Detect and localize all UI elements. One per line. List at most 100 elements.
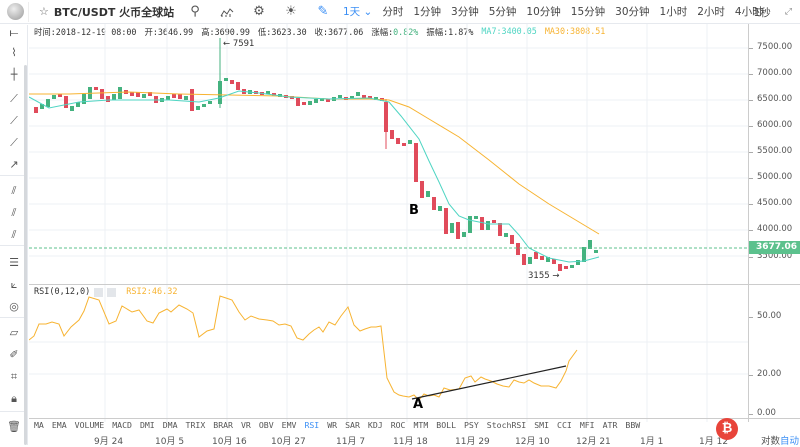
log-scale-toggle[interactable]: 对数 [761, 436, 781, 447]
ind-boll[interactable]: BOLL [436, 420, 456, 430]
ruler-icon[interactable]: ▱ [9, 326, 19, 339]
trend-line-icon[interactable]: ⟋ [10, 92, 18, 105]
period-timeline[interactable]: 分时 [382, 6, 404, 18]
draw-pencil-icon[interactable]: ✎ [317, 4, 329, 19]
x-tick: 10月 27 [271, 437, 306, 447]
ind-sar[interactable]: SAR [345, 420, 360, 430]
ind-psy[interactable]: PSY [464, 420, 479, 430]
ind-cci[interactable]: CCI [557, 420, 572, 430]
high-price-marker: ← 7591 [223, 39, 255, 49]
ray-line-icon[interactable]: ⟋ [10, 114, 18, 127]
arrow-line-icon[interactable]: ↗ [9, 158, 19, 171]
ind-smi[interactable]: SMI [534, 420, 550, 430]
ohlc-infobar: 时间:2018-12-19 08:00 开:3646.99 高:3690.99 … [34, 26, 605, 38]
ind-mfi[interactable]: MFI [579, 420, 595, 430]
x-tick: 10月 5 [155, 437, 185, 447]
toolbar-scrollbar[interactable] [24, 65, 27, 445]
period-3m[interactable]: 3分钟 [451, 6, 479, 18]
ind-dma[interactable]: DMA [162, 420, 178, 430]
favorite-star-icon[interactable]: ☆ [39, 5, 49, 18]
price-label-icon[interactable]: ⌇ [11, 46, 17, 59]
rsi-settings-icon[interactable] [94, 287, 104, 297]
x-tick: 12月 10 [515, 437, 550, 447]
annotation-a: A [413, 397, 424, 412]
ind-volume[interactable]: VOLUME [74, 420, 105, 430]
period-1h[interactable]: 1小时 [659, 6, 688, 18]
price-channel-icon[interactable]: ⫽ [11, 206, 17, 219]
ind-brar[interactable]: BRAR [213, 420, 233, 430]
period-4h[interactable]: 4小时 [734, 6, 763, 18]
auto-scale-toggle[interactable]: 自动 [780, 436, 800, 447]
info-ma30: MA30:3808.51 [544, 26, 606, 36]
ind-mtm[interactable]: MTM [413, 420, 429, 430]
spiral-icon[interactable]: ◎ [9, 300, 19, 313]
period-2h[interactable]: 2小时 [697, 6, 725, 18]
info-high: 高:3690.99 [201, 27, 250, 37]
brush-icon[interactable]: ✐ [9, 348, 19, 361]
period-1d[interactable]: 1天 ⌄ [343, 6, 373, 18]
ind-roc[interactable]: ROC [390, 420, 406, 430]
fib-retracement-icon[interactable]: ☰ [9, 256, 19, 269]
x-tick: 1月 12 [699, 437, 729, 447]
bitcoin-watermark-icon: ₿ [716, 418, 738, 440]
ind-macd[interactable]: MACD [112, 420, 132, 430]
ind-stochrsi[interactable]: StochRSI [486, 420, 527, 430]
fullscreen-icon[interactable]: ⤢ [784, 7, 792, 17]
app-logo [3, 1, 29, 22]
ind-ema[interactable]: EMA [51, 420, 67, 430]
ind-obv[interactable]: OBV [258, 420, 274, 430]
drawing-toolbar: ⟝ ⌇ ┼ ⟋ ⟋ ⟋ ↗ ⫽ ⫽ ⫽ ☰ ⟀ ◎ ▱ ✐ ⌗ 🔒︎ 🗑︎ [0, 25, 28, 445]
info-change: 涨幅:0.82% [371, 27, 419, 37]
period-10m[interactable]: 10分钟 [526, 6, 561, 18]
parallel-channel-icon[interactable]: ⫽ [11, 184, 17, 197]
period-5m[interactable]: 5分钟 [488, 6, 517, 18]
ind-dmi[interactable]: DMI [139, 420, 155, 430]
x-tick: 11月 7 [336, 437, 366, 447]
settings-gear-icon[interactable]: ⚙ [253, 4, 265, 19]
horizontal-line-icon[interactable]: ⟝ [9, 26, 19, 39]
refresh-interval[interactable]: 1秒 [753, 6, 771, 19]
x-tick: 9月 24 [94, 437, 124, 447]
fan-channel-icon[interactable]: ⫽ [11, 228, 17, 241]
ind-atr[interactable]: ATR [602, 420, 618, 430]
search-icon[interactable]: ⚲ [190, 4, 200, 19]
top-toolbar: ☆ BTC/USDT 火币全球站 ⚲ ⚙ ☀ ✎ 1天 ⌄ 分时 1分钟 3分钟… [0, 0, 800, 24]
info-close: 收:3677.06 [314, 27, 364, 37]
symbol-selector[interactable]: ☆ BTC/USDT 火币全球站 [39, 5, 175, 19]
x-tick: 10月 16 [212, 437, 247, 447]
indicator-bar: MA EMA VOLUME MACD DMI DMA TRIX BRAR VR … [34, 420, 640, 430]
rsi-close-icon[interactable] [107, 287, 117, 297]
extended-line-icon[interactable]: ⟋ [10, 136, 18, 149]
info-ma7: MA7:3400.05 [481, 26, 537, 36]
info-amplitude: 振幅:1.87% [426, 27, 474, 37]
candlestick-chart[interactable] [29, 24, 748, 422]
ind-vr[interactable]: VR [240, 420, 251, 430]
gann-fan-icon[interactable]: ⟀ [10, 278, 18, 291]
low-price-marker: 3155 → [528, 271, 560, 281]
pattern-icon[interactable]: ⌗ [10, 370, 18, 383]
theme-sun-icon[interactable]: ☀ [285, 4, 297, 19]
period-tabs: 1天 ⌄ 分时 1分钟 3分钟 5分钟 10分钟 15分钟 30分钟 1小时 2… [343, 0, 773, 24]
ind-rsi[interactable]: RSI [304, 420, 320, 430]
ind-wr[interactable]: WR [327, 420, 338, 430]
ind-emv[interactable]: EMV [281, 420, 297, 430]
ind-ma[interactable]: MA [34, 420, 44, 430]
vertical-line-icon[interactable]: ┼ [10, 68, 18, 81]
rsi-legend: RSI(0,12,0) RSI2:46.32 [34, 287, 178, 297]
price-axis[interactable]: 7500.00 7000.00 6500.00 6000.00 5500.00 … [748, 24, 800, 422]
period-30m[interactable]: 30分钟 [615, 6, 650, 18]
lock-icon[interactable]: 🔒︎ [11, 392, 17, 405]
indicator-icon[interactable] [211, 0, 243, 24]
info-low: 低:3623.30 [257, 27, 307, 37]
ind-kdj[interactable]: KDJ [367, 420, 383, 430]
x-tick: 11月 18 [393, 437, 428, 447]
ind-trix[interactable]: TRIX [185, 420, 206, 430]
annotation-b: B [409, 203, 419, 218]
period-1m[interactable]: 1分钟 [413, 6, 442, 18]
current-price-tag: 3677.06 [749, 241, 800, 254]
ind-bbw[interactable]: BBW [625, 420, 641, 430]
x-tick: 11月 29 [455, 437, 490, 447]
period-15m[interactable]: 15分钟 [570, 6, 606, 18]
trash-icon[interactable]: 🗑︎ [7, 420, 21, 433]
info-time: 时间:2018-12-19 08:00 [34, 27, 137, 37]
